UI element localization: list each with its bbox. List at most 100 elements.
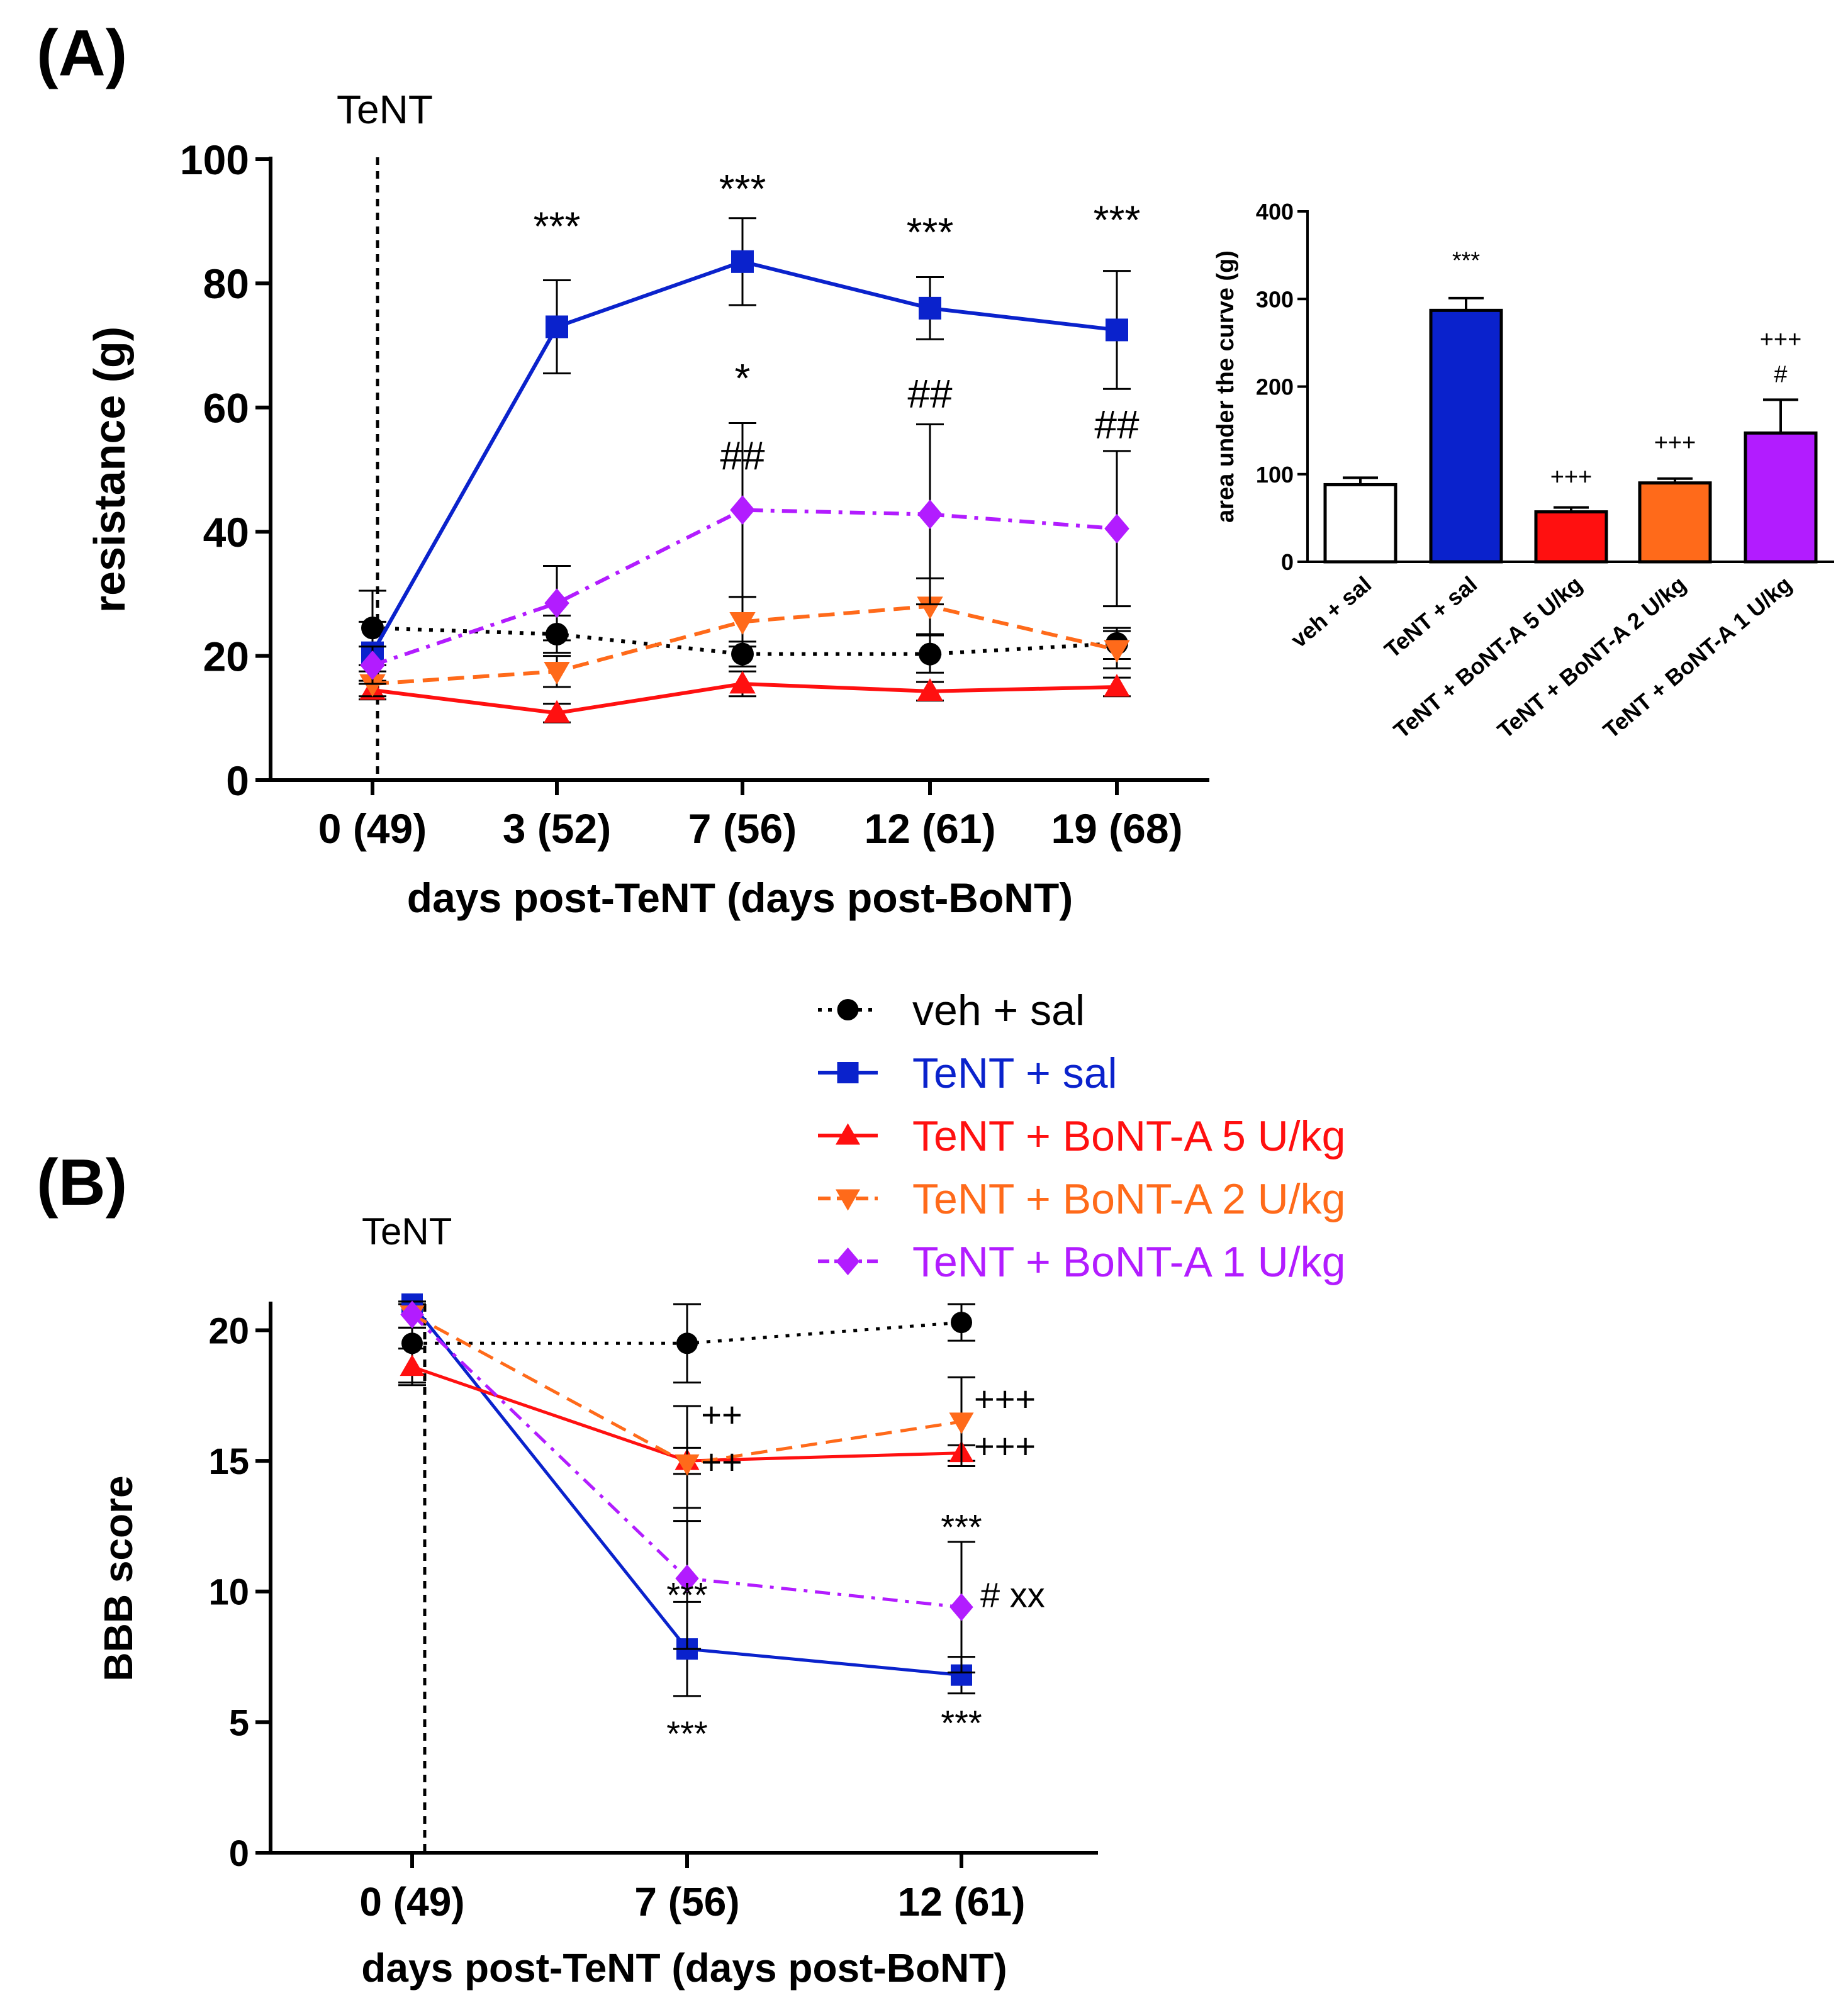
legend-item: TeNT + BoNT-A 1 U/kg	[818, 1238, 1345, 1286]
data-point	[544, 588, 569, 618]
data-point	[675, 1454, 700, 1476]
series-line	[372, 508, 1117, 667]
inset-y-tick-label: 100	[1256, 462, 1294, 488]
panel-b-plot-area: ++++++++++******# xx*** ***	[398, 1293, 1045, 1753]
x-tick-label: 19 (68)	[1051, 805, 1182, 852]
y-tick-label: 20	[208, 1310, 249, 1351]
legend-marker	[836, 1247, 860, 1276]
panel-a-tent-marker-label: TeNT	[337, 87, 433, 132]
significance-annotation: ***	[666, 1575, 707, 1615]
panel-b-letter: (B)	[36, 1146, 127, 1219]
data-point	[544, 661, 570, 684]
data-point	[731, 250, 754, 273]
data-point	[359, 674, 386, 697]
data-point	[729, 671, 756, 694]
panel-a-y-axis-label: resistance (g)	[85, 327, 134, 613]
data-point	[951, 1312, 972, 1334]
legend: veh + sal TeNT + sal TeNT + BoNT-A 5 U/kg T…	[818, 986, 1345, 1286]
inset-y-tick-label: 0	[1281, 549, 1294, 575]
legend-marker	[837, 999, 859, 1020]
x-tick-label: 0 (49)	[318, 805, 427, 852]
significance-annotation: ++	[701, 1395, 742, 1434]
legend-label: TeNT + BoNT-A 5 U/kg	[912, 1112, 1345, 1160]
series-4	[359, 422, 1131, 685]
y-tick-label: 0	[229, 1833, 249, 1874]
data-point	[919, 296, 941, 320]
series-3	[359, 577, 1131, 698]
legend-item: TeNT + sal	[818, 1049, 1117, 1097]
panel-b-x-axis-label: days post-TeNT (days post-BoNT)	[361, 1945, 1007, 1990]
inset-bar	[1323, 483, 1397, 564]
panel-a-x-axis-label: days post-TeNT (days post-BoNT)	[407, 874, 1073, 921]
data-point	[544, 700, 570, 723]
x-tick-label: 3 (52)	[503, 805, 611, 852]
inset-significance-annotation: ***	[1452, 248, 1481, 274]
data-point	[917, 500, 943, 529]
significance-annotation: +++	[974, 1379, 1036, 1419]
data-point	[400, 1300, 424, 1329]
inset-category-label: veh + sal	[1285, 571, 1376, 653]
data-point	[917, 678, 943, 701]
significance-annotation: ++	[701, 1442, 742, 1482]
inset-significance-annotation: +++	[1550, 464, 1593, 490]
inset-significance-annotation: +++	[1654, 430, 1696, 456]
significance-annotation: ***	[666, 1714, 707, 1753]
data-point	[1104, 674, 1130, 697]
significance-annotation: ##	[1094, 402, 1140, 447]
significance-annotation: ***	[719, 166, 766, 211]
data-point	[1104, 640, 1130, 663]
legend-label: TeNT + BoNT-A 2 U/kg	[912, 1175, 1345, 1223]
significance-annotation: +++	[974, 1426, 1036, 1466]
series-0	[398, 1303, 975, 1384]
panel-b-y-axis-label: BBB score	[96, 1475, 141, 1681]
legend-item: veh + sal	[818, 986, 1085, 1034]
significance-annotation: # xx	[980, 1575, 1045, 1615]
y-tick-label: 5	[229, 1702, 249, 1743]
data-point	[400, 1354, 425, 1376]
y-tick-label: 15	[208, 1441, 249, 1482]
x-tick-label: 0 (49)	[359, 1879, 464, 1924]
significance-annotation: ***	[1094, 197, 1141, 242]
inset-y-tick-label: 200	[1256, 374, 1294, 400]
data-point	[730, 495, 755, 525]
x-tick-label: 7 (56)	[688, 805, 797, 852]
legend-label: veh + sal	[912, 986, 1085, 1034]
y-tick-label: 60	[203, 385, 249, 432]
data-point	[949, 1593, 973, 1621]
inset-bar	[1638, 481, 1712, 564]
x-tick-label: 7 (56)	[634, 1879, 739, 1924]
significance-annotation: ##	[720, 433, 765, 479]
inset-y-axis-label: area under the curve (g)	[1212, 250, 1239, 523]
panel-a-plot-area: ********* ****######	[359, 166, 1140, 723]
significance-annotation: ***	[907, 209, 954, 255]
x-tick-label: 12 (61)	[898, 1879, 1026, 1924]
data-point	[731, 642, 754, 666]
x-tick-label: 12 (61)	[864, 805, 995, 852]
legend-label: TeNT + BoNT-A 1 U/kg	[912, 1238, 1345, 1286]
panel-a-axes: 0 20 40 60 80 100 0 (49) 3 (52) 7 (56) 12 (61) 19 …	[180, 137, 1209, 852]
panel-b-tent-marker-label: TeNT	[362, 1210, 452, 1253]
series-2	[359, 670, 1131, 723]
legend-item: TeNT + BoNT-A 5 U/kg	[818, 1112, 1345, 1160]
panel-a-letter: (A)	[36, 17, 127, 90]
data-point	[729, 612, 756, 635]
y-tick-label: 80	[203, 260, 249, 307]
data-point	[546, 315, 568, 338]
inset-category-label: TeNT + sal	[1379, 571, 1482, 663]
inset-category-label: TeNT + BoNT-A 2 U/kg	[1492, 571, 1691, 744]
data-point	[917, 596, 943, 620]
data-point	[919, 642, 941, 666]
significance-annotation: *	[735, 355, 751, 401]
inset-bar	[1534, 510, 1608, 564]
legend-item: TeNT + BoNT-A 2 U/kg	[818, 1175, 1345, 1223]
legend-marker	[835, 1189, 861, 1211]
significance-annotation: ##	[907, 371, 953, 416]
significance-annotation: ***	[941, 1703, 982, 1743]
y-tick-label: 20	[203, 633, 249, 679]
y-tick-label: 40	[203, 509, 249, 556]
data-point	[949, 1412, 974, 1434]
inset-category-label: TeNT + BoNT-A 1 U/kg	[1598, 571, 1796, 744]
data-point	[1104, 513, 1129, 544]
